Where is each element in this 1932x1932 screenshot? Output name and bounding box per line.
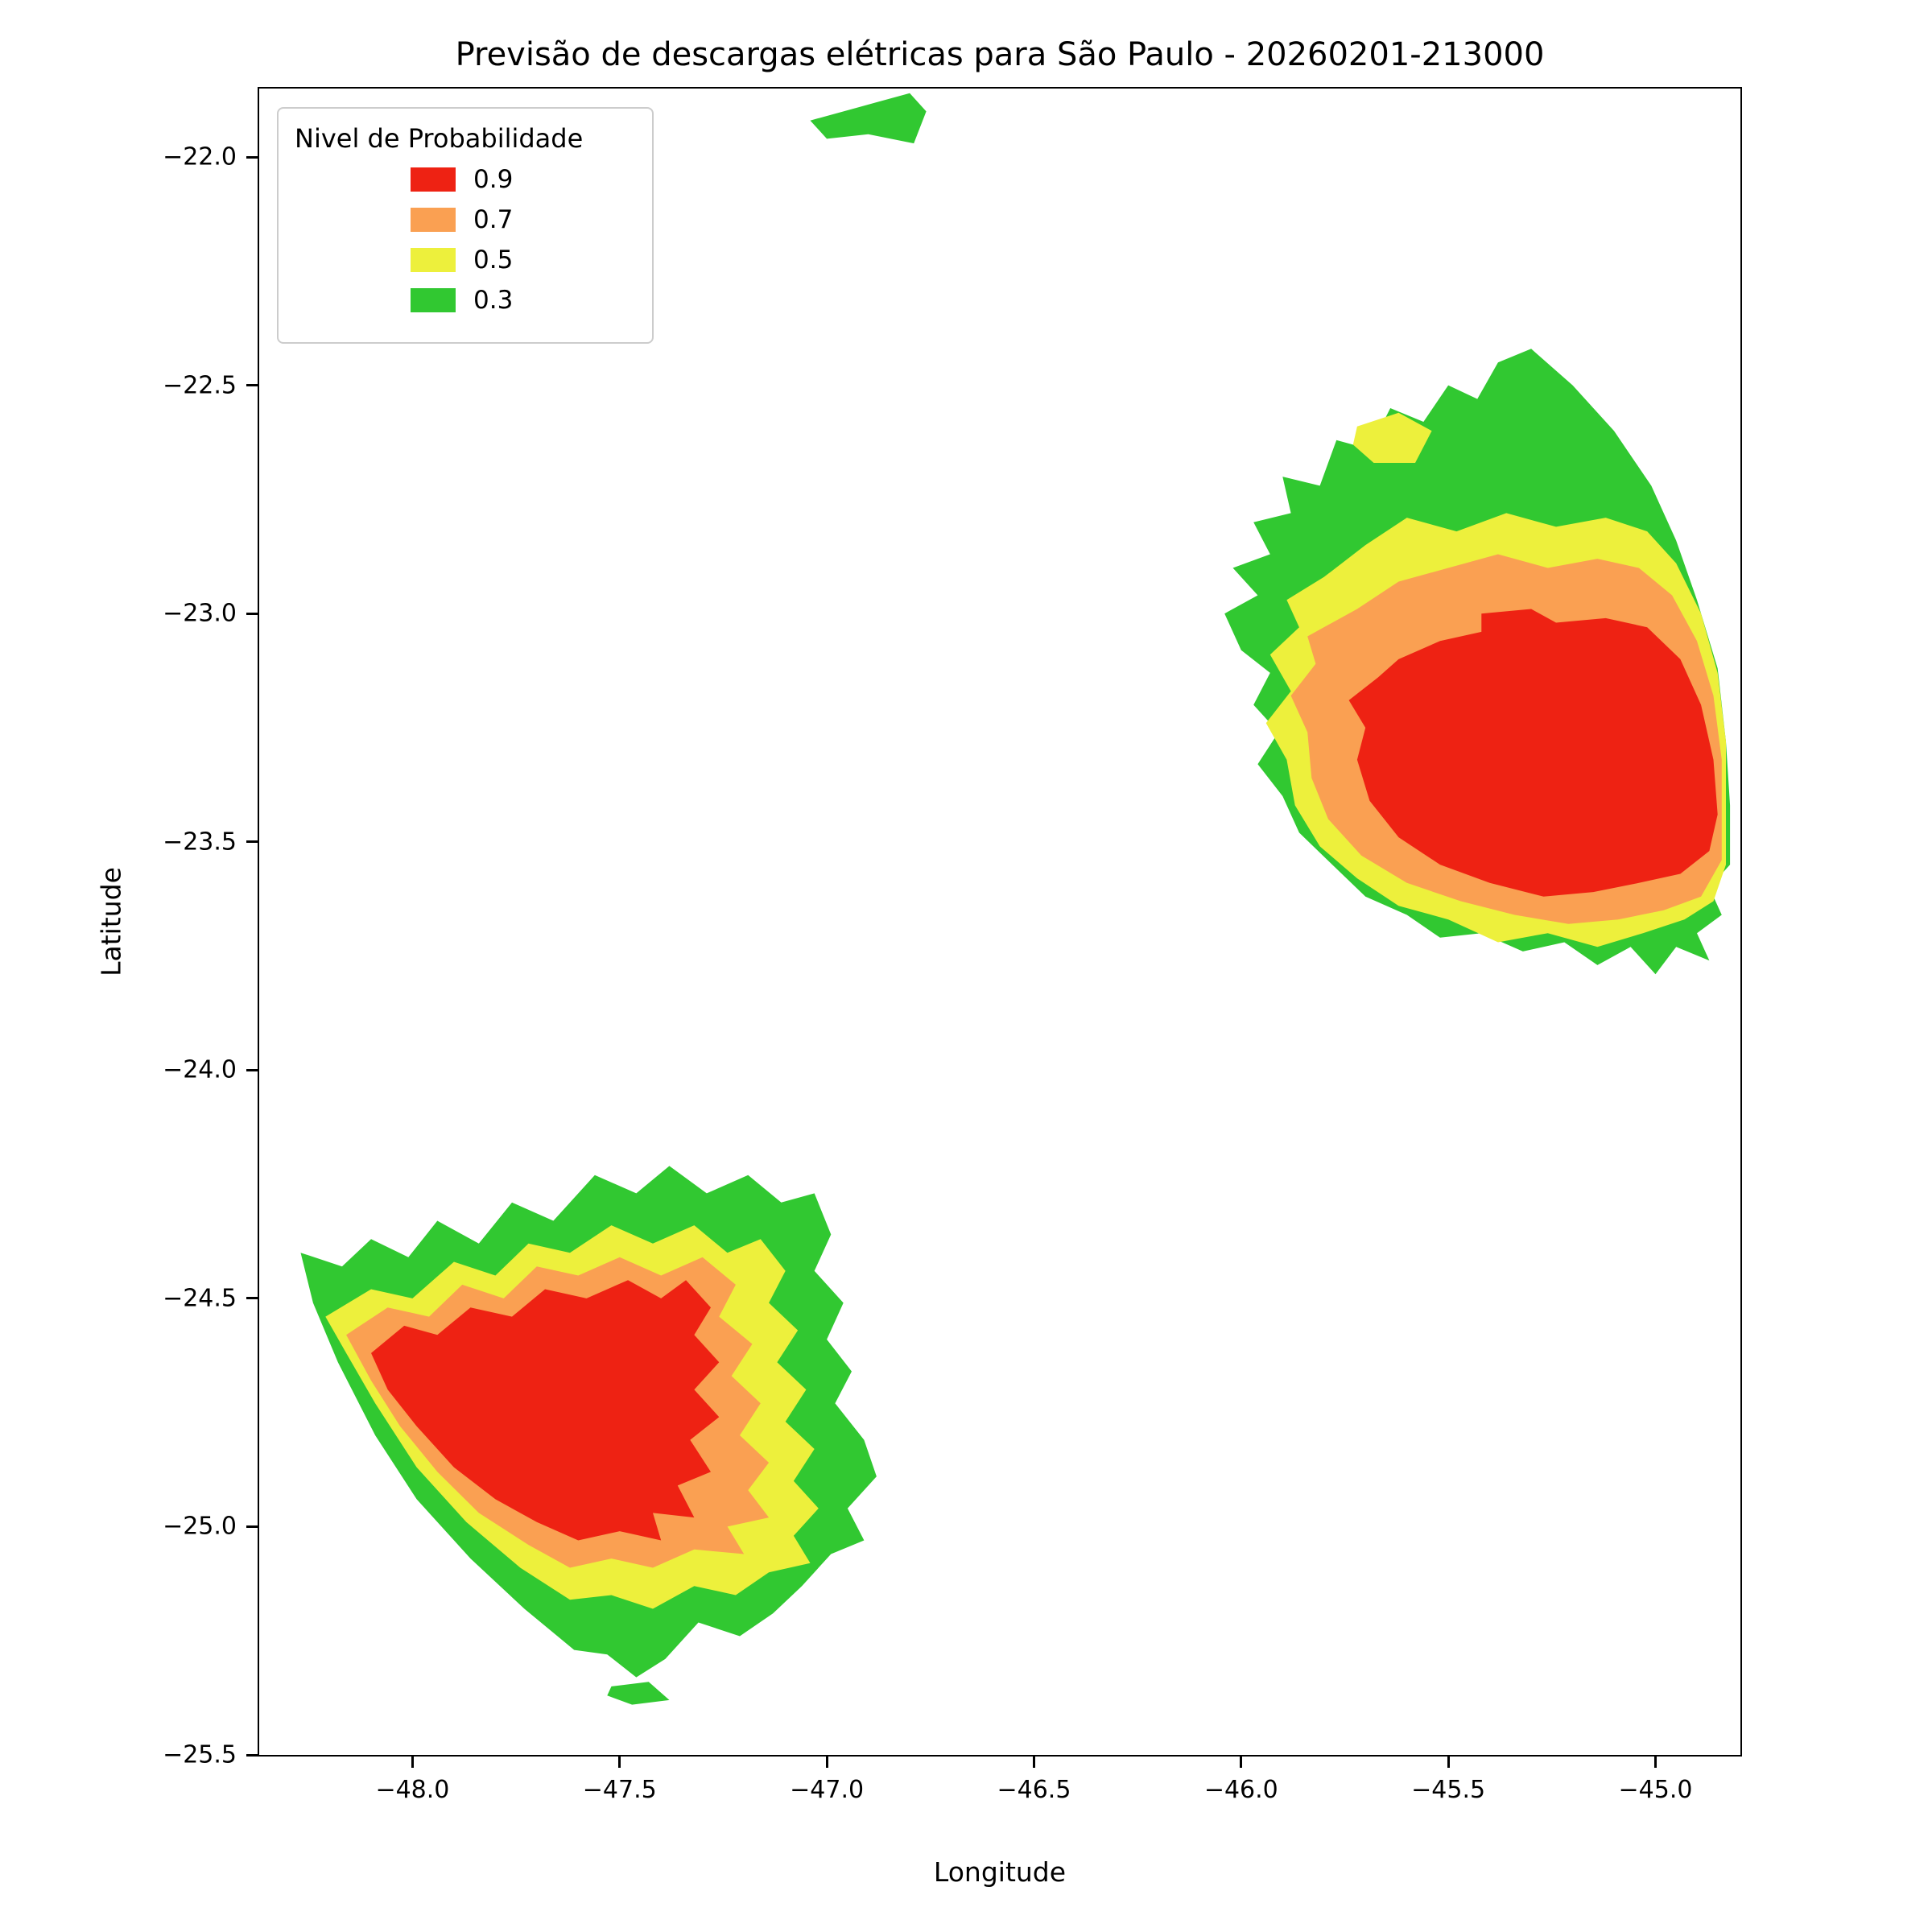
- y-tick-label: −24.5: [163, 1284, 237, 1313]
- contour-plot: [300, 93, 1731, 1705]
- y-tick-label: −25.0: [163, 1512, 237, 1541]
- x-tick-label: −48.0: [375, 1776, 450, 1804]
- x-tick-mark: [1653, 1755, 1657, 1768]
- y-tick-label: −25.5: [163, 1740, 237, 1769]
- contour-region-southwest-cell-p09: [371, 1280, 720, 1541]
- x-tick-label: −46.5: [997, 1776, 1071, 1804]
- y-tick-mark: [246, 384, 259, 387]
- contour-region-north-speck-p03: [810, 93, 927, 144]
- x-tick-label: −47.0: [790, 1776, 865, 1804]
- x-tick-mark: [411, 1755, 414, 1768]
- y-axis-label: Latitude: [95, 867, 127, 976]
- y-tick-mark: [246, 1753, 259, 1757]
- y-tick-mark: [246, 840, 259, 844]
- legend: Nivel de Probabilidade 0.9 0.7 0.5 0.3: [277, 107, 654, 344]
- y-tick-label: −24.0: [163, 1055, 237, 1084]
- y-tick-mark: [246, 1068, 259, 1071]
- contour-region-southwest-speck-p03: [607, 1682, 670, 1705]
- x-axis-label: Longitude: [933, 1856, 1067, 1888]
- legend-swatch-p07: [411, 208, 456, 232]
- y-tick-mark: [246, 612, 259, 615]
- legend-entry: 0.3: [291, 286, 639, 315]
- x-tick-label: −46.0: [1203, 1776, 1278, 1804]
- x-tick-mark: [1240, 1755, 1243, 1768]
- x-tick-mark: [1032, 1755, 1035, 1768]
- y-tick-label: −23.0: [163, 599, 237, 628]
- legend-label-p09: 0.9: [473, 165, 514, 194]
- y-tick-mark: [246, 1525, 259, 1528]
- legend-title: Nivel de Probabilidade: [295, 123, 584, 154]
- contour-region-northeast-inner-patch-p05: [1352, 412, 1432, 463]
- legend-entry: 0.9: [291, 165, 639, 194]
- y-tick-label: −22.5: [163, 371, 237, 400]
- x-tick-label: −45.0: [1618, 1776, 1693, 1804]
- legend-label-p05: 0.5: [473, 246, 514, 275]
- x-tick-label: −45.5: [1411, 1776, 1486, 1804]
- legend-swatch-p05: [411, 248, 456, 272]
- legend-entry: 0.7: [291, 205, 639, 234]
- x-tick-label: −47.5: [582, 1776, 657, 1804]
- chart-title: Previsão de descargas elétricas para São…: [455, 36, 1545, 73]
- y-tick-mark: [246, 155, 259, 159]
- legend-label-p07: 0.7: [473, 205, 514, 234]
- x-tick-mark: [825, 1755, 828, 1768]
- legend-swatch-p09: [411, 167, 456, 192]
- legend-swatch-p03: [411, 288, 456, 312]
- y-tick-label: −23.5: [163, 828, 237, 857]
- contour-region-northeast-cell-p09: [1348, 609, 1718, 897]
- legend-label-p03: 0.3: [473, 286, 514, 315]
- y-tick-label: −22.0: [163, 142, 237, 171]
- x-tick-mark: [1447, 1755, 1450, 1768]
- x-tick-mark: [618, 1755, 621, 1768]
- y-tick-mark: [246, 1297, 259, 1300]
- legend-entry: 0.5: [291, 246, 639, 275]
